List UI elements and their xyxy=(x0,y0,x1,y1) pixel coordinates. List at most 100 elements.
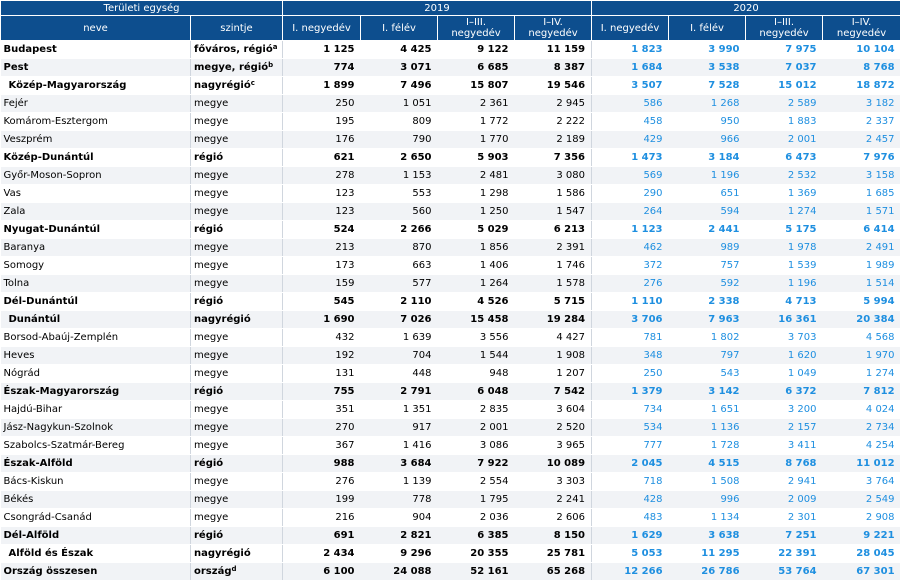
value-2020: 7 812 xyxy=(823,383,900,401)
period-header: I–IV. negyedév xyxy=(823,16,900,41)
value-2020: 7 037 xyxy=(746,59,823,77)
value-2019: 755 xyxy=(283,383,361,401)
value-2020: 7 528 xyxy=(669,77,746,95)
value-2020: 1 514 xyxy=(823,275,900,293)
region-level: megye xyxy=(191,473,283,491)
value-2020: 22 391 xyxy=(746,545,823,563)
region-name: Komárom-Esztergom xyxy=(1,113,191,131)
value-2019: 5 029 xyxy=(438,221,515,239)
region-name: Dunántúl xyxy=(1,311,191,329)
value-2019: 2 266 xyxy=(361,221,438,239)
value-2020: 20 384 xyxy=(823,311,900,329)
value-2020: 15 012 xyxy=(746,77,823,95)
value-2019: 9 122 xyxy=(438,41,515,59)
value-2020: 781 xyxy=(592,329,669,347)
value-2020: 7 976 xyxy=(823,149,900,167)
value-2019: 351 xyxy=(283,401,361,419)
value-2020: 569 xyxy=(592,167,669,185)
region-name: Csongrád-Csanád xyxy=(1,509,191,527)
value-2019: 15 458 xyxy=(438,311,515,329)
value-2020: 276 xyxy=(592,275,669,293)
value-2019: 917 xyxy=(361,419,438,437)
region-name: Észak-Magyarország xyxy=(1,383,191,401)
region-name: Budapest xyxy=(1,41,191,59)
region-name: Szabolcs-Szatmár-Bereg xyxy=(1,437,191,455)
value-2019: 1 770 xyxy=(438,131,515,149)
value-2019: 621 xyxy=(283,149,361,167)
value-2019: 278 xyxy=(283,167,361,185)
value-2019: 192 xyxy=(283,347,361,365)
value-2019: 4 526 xyxy=(438,293,515,311)
value-2019: 6 685 xyxy=(438,59,515,77)
value-2019: 3 556 xyxy=(438,329,515,347)
value-2019: 2 434 xyxy=(283,545,361,563)
region-name: Győr-Moson-Sopron xyxy=(1,167,191,185)
area-unit-header: Területi egység xyxy=(1,1,283,16)
region-name: Jász-Nagykun-Szolnok xyxy=(1,419,191,437)
value-2019: 276 xyxy=(283,473,361,491)
name-column-header: neve xyxy=(1,16,191,41)
value-2019: 774 xyxy=(283,59,361,77)
value-2020: 7 975 xyxy=(746,41,823,59)
value-2020: 6 473 xyxy=(746,149,823,167)
period-header: I. félév xyxy=(361,16,438,41)
region-level: főváros, régióa xyxy=(191,41,283,59)
value-2019: 20 355 xyxy=(438,545,515,563)
value-2019: 704 xyxy=(361,347,438,365)
value-2019: 1 547 xyxy=(515,203,592,221)
region-level-text: megye xyxy=(194,350,228,361)
value-2020: 1 823 xyxy=(592,41,669,59)
value-2019: 524 xyxy=(283,221,361,239)
region-name: Bács-Kiskun xyxy=(1,473,191,491)
value-2019: 7 356 xyxy=(515,149,592,167)
value-2020: 2 549 xyxy=(823,491,900,509)
value-2019: 3 080 xyxy=(515,167,592,185)
value-2019: 11 159 xyxy=(515,41,592,59)
value-2020: 2 045 xyxy=(592,455,669,473)
region-name: Dél-Alföld xyxy=(1,527,191,545)
value-2020: 290 xyxy=(592,185,669,203)
region-name: Hajdú-Bihar xyxy=(1,401,191,419)
value-2020: 1 539 xyxy=(746,257,823,275)
value-2020: 2 001 xyxy=(746,131,823,149)
value-2019: 3 071 xyxy=(361,59,438,77)
region-level: régió xyxy=(191,383,283,401)
value-2019: 2 481 xyxy=(438,167,515,185)
value-2019: 65 268 xyxy=(515,563,592,581)
value-2019: 948 xyxy=(438,365,515,383)
value-2019: 5 903 xyxy=(438,149,515,167)
period-header: I–III. negyedév xyxy=(746,16,823,41)
value-2020: 1 369 xyxy=(746,185,823,203)
region-level-text: megye xyxy=(194,494,228,505)
value-2019: 1 125 xyxy=(283,41,361,59)
value-2020: 4 568 xyxy=(823,329,900,347)
region-level-text: megye, régió xyxy=(194,62,268,73)
footnote-marker: a xyxy=(273,43,278,51)
value-2020: 1 110 xyxy=(592,293,669,311)
value-2020: 1 970 xyxy=(823,347,900,365)
value-2019: 1 795 xyxy=(438,491,515,509)
value-2020: 3 507 xyxy=(592,77,669,95)
value-2019: 1 051 xyxy=(361,95,438,113)
value-2020: 6 414 xyxy=(823,221,900,239)
value-2019: 52 161 xyxy=(438,563,515,581)
region-level: nagyrégió xyxy=(191,545,283,563)
value-2020: 348 xyxy=(592,347,669,365)
value-2019: 199 xyxy=(283,491,361,509)
region-level-text: megye xyxy=(194,134,228,145)
value-2020: 3 158 xyxy=(823,167,900,185)
value-2019: 448 xyxy=(361,365,438,383)
value-2019: 2 945 xyxy=(515,95,592,113)
value-2020: 2 589 xyxy=(746,95,823,113)
region-level-text: megye xyxy=(194,116,228,127)
region-level: megye xyxy=(191,347,283,365)
footnote-marker: d xyxy=(231,565,236,573)
value-2019: 2 520 xyxy=(515,419,592,437)
